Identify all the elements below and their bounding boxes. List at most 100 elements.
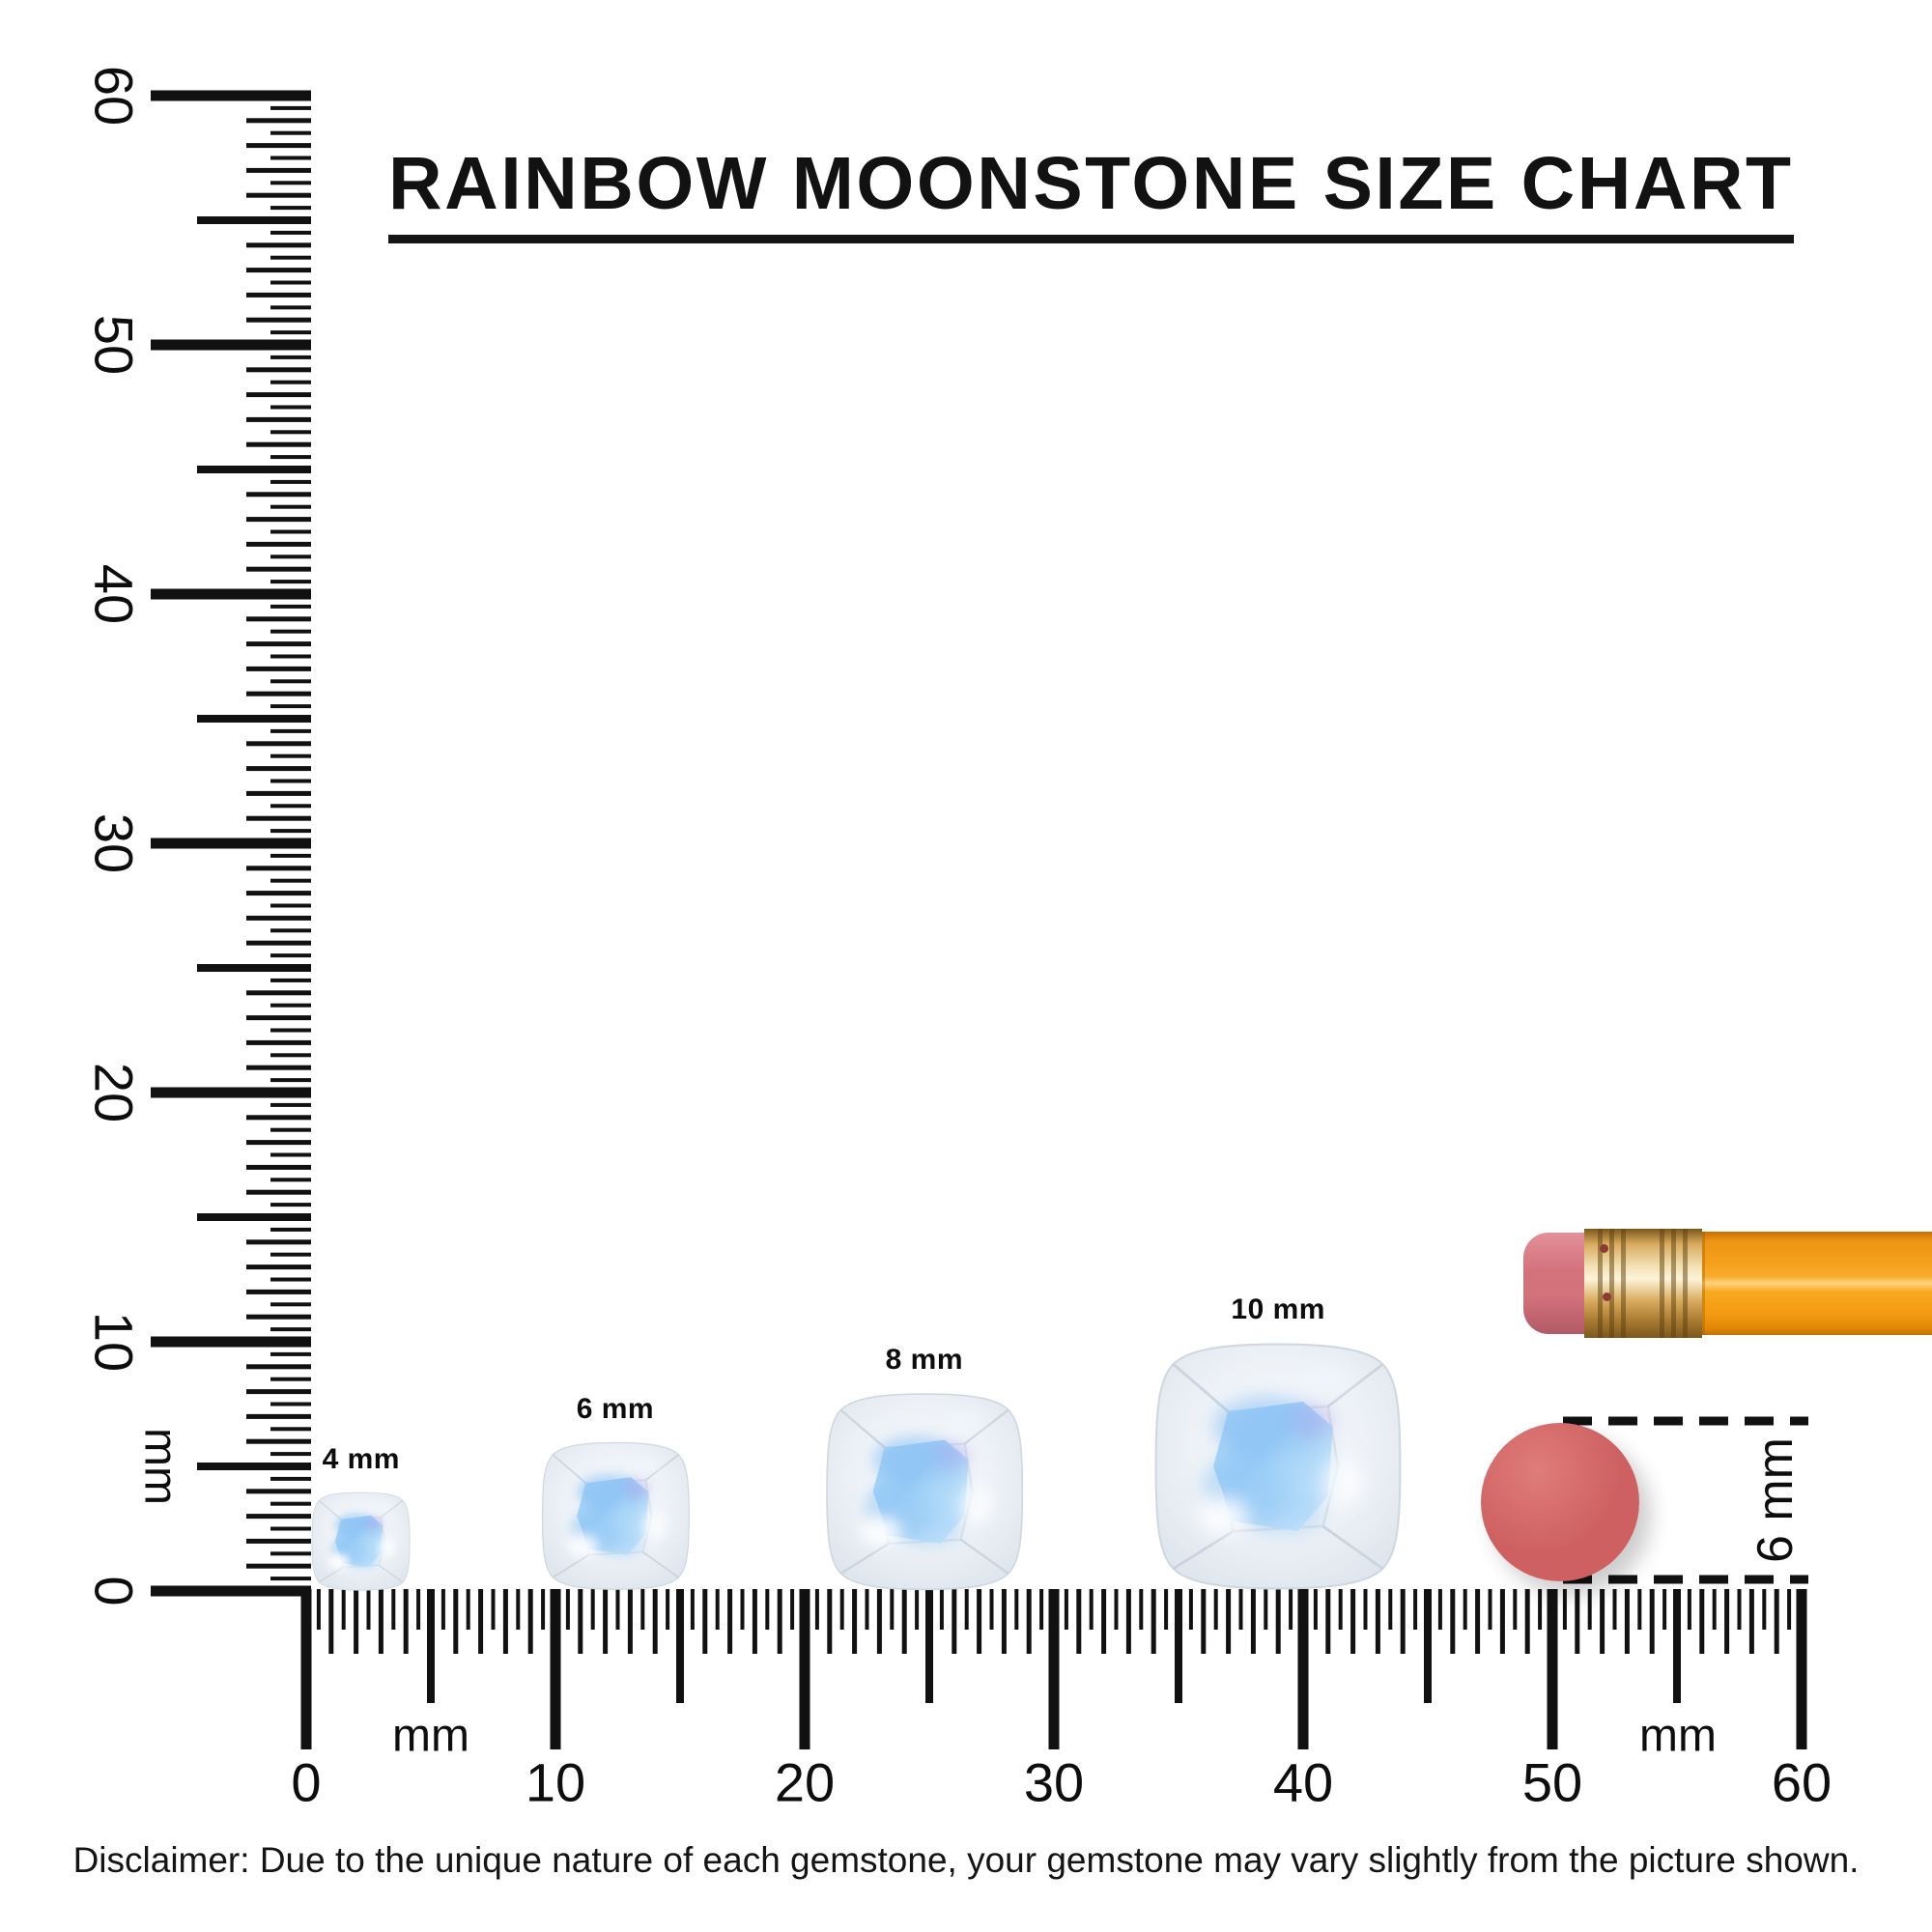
h-ruler-tick	[765, 1589, 770, 1630]
v-ruler-tick	[246, 815, 311, 821]
gem-size-label-6mm: 6 mm	[576, 1393, 655, 1426]
v-ruler-tick	[270, 704, 311, 709]
v-ruler-tick	[197, 466, 311, 473]
v-ruler-tick	[270, 753, 311, 758]
h-ruler-label-60: 60	[1771, 1751, 1833, 1813]
h-ruler-tick	[328, 1589, 334, 1654]
v-ruler-tick	[151, 339, 311, 351]
v-ruler-tick	[197, 964, 311, 972]
v-ruler-tick	[246, 1164, 311, 1170]
h-ruler-tick	[1076, 1589, 1082, 1654]
h-ruler-tick	[1475, 1589, 1481, 1654]
h-ruler-tick	[391, 1589, 396, 1630]
v-ruler-tick	[246, 1364, 311, 1370]
h-ruler-tick	[915, 1589, 920, 1630]
v-ruler-label-30: 30	[83, 812, 145, 874]
moonstone-gem-8mm	[825, 1392, 1023, 1590]
v-ruler-tick	[270, 629, 311, 634]
h-ruler-tick	[1612, 1589, 1617, 1630]
h-ruler-tick	[1413, 1589, 1418, 1630]
h-ruler-tick	[491, 1589, 496, 1630]
v-ruler-tick	[270, 1127, 311, 1132]
h-ruler-tick	[827, 1589, 833, 1654]
gem-size-label-10mm: 10 mm	[1231, 1293, 1325, 1325]
v-ruler-tick	[270, 779, 311, 783]
h-ruler-label-40: 40	[1272, 1751, 1334, 1813]
h-ruler-tick	[1264, 1589, 1268, 1630]
h-ruler-tick	[378, 1589, 384, 1654]
v-ruler-tick	[246, 192, 311, 198]
v-ruler-tick	[270, 1003, 311, 1008]
h-ruler-tick	[1275, 1589, 1281, 1654]
v-ruler-tick	[246, 566, 311, 572]
h-ruler-tick	[690, 1589, 695, 1630]
moonstone-gem-4mm	[311, 1492, 411, 1591]
v-ruler-tick	[246, 940, 311, 946]
ferrule-rivet-dot	[1603, 1293, 1611, 1301]
moonstone-gem-10mm	[1154, 1343, 1402, 1590]
h-ruler-tick	[1313, 1589, 1318, 1630]
v-ruler-tick	[246, 766, 311, 772]
v-ruler-tick	[270, 1203, 311, 1208]
h-ruler-tick	[1164, 1589, 1169, 1630]
h-ruler-tick	[341, 1589, 346, 1630]
h-ruler-label-50: 50	[1521, 1751, 1583, 1813]
h-ruler-tick	[1048, 1589, 1060, 1749]
h-ruler-tick	[814, 1589, 819, 1630]
v-ruler-tick	[270, 1227, 311, 1232]
h-ruler-tick	[1450, 1589, 1456, 1654]
v-ruler-tick	[270, 953, 311, 958]
v-ruler-tick	[246, 416, 311, 422]
h-ruler-tick	[1175, 1589, 1182, 1703]
h-ruler-tick	[1325, 1589, 1331, 1654]
v-ruler-tick	[246, 143, 311, 149]
h-ruler-tick	[901, 1589, 907, 1654]
h-ruler-tick	[676, 1589, 684, 1703]
h-ruler-tick	[627, 1589, 633, 1654]
h-ruler-tick	[550, 1589, 561, 1749]
v-ruler-tick	[270, 479, 311, 484]
v-ruler-tick	[151, 1087, 311, 1098]
v-ruler-tick	[246, 1239, 311, 1245]
v-ruler-tick	[270, 1277, 311, 1282]
v-ruler-tick	[270, 455, 311, 460]
h-ruler-tick	[1213, 1589, 1218, 1630]
v-ruler-tick	[197, 1463, 311, 1470]
v-ruler-tick	[270, 1152, 311, 1157]
h-ruler-tick	[1151, 1589, 1156, 1654]
pencil-eraser	[1523, 1233, 1584, 1334]
h-ruler-tick	[1513, 1589, 1518, 1630]
v-ruler-tick	[246, 517, 311, 523]
v-ruler-tick	[270, 1402, 311, 1406]
v-ruler-tick	[246, 167, 311, 173]
v-ruler-tick	[246, 1140, 311, 1146]
ferrule-rivet-dot	[1600, 1244, 1608, 1253]
v-ruler-tick	[246, 1438, 311, 1444]
v-ruler-tick	[270, 1377, 311, 1381]
v-ruler-tick	[270, 130, 311, 135]
v-ruler-tick	[151, 838, 311, 849]
v-ruler-tick	[270, 829, 311, 834]
disclaimer-text: Disclaimer: Due to the unique nature of …	[72, 1840, 1860, 1880]
h-ruler-tick	[354, 1589, 359, 1654]
v-ruler-tick	[246, 268, 311, 273]
ferrule-crimp-ring	[1683, 1229, 1688, 1338]
v-ruler-tick	[246, 666, 311, 671]
h-ruler-tick	[578, 1589, 583, 1654]
v-ruler-tick	[270, 903, 311, 908]
ferrule-crimp-ring	[1671, 1229, 1676, 1338]
h-ruler-tick	[300, 1589, 312, 1749]
h-ruler-tick	[1388, 1589, 1393, 1630]
h-ruler-tick	[702, 1589, 708, 1654]
v-ruler-tick	[246, 1015, 311, 1021]
eraser-size-annotation: 6 mm	[1747, 1437, 1804, 1563]
h-ruler-tick	[1026, 1589, 1032, 1654]
h-ruler-tick	[590, 1589, 595, 1630]
h-ruler-tick	[1114, 1589, 1119, 1630]
h-ruler-tick	[527, 1589, 533, 1654]
v-ruler-label-50: 50	[83, 314, 145, 376]
h-ruler-tick	[1737, 1589, 1742, 1630]
h-ruler-tick	[1297, 1589, 1309, 1749]
v-ruler-label-60: 60	[83, 65, 145, 127]
